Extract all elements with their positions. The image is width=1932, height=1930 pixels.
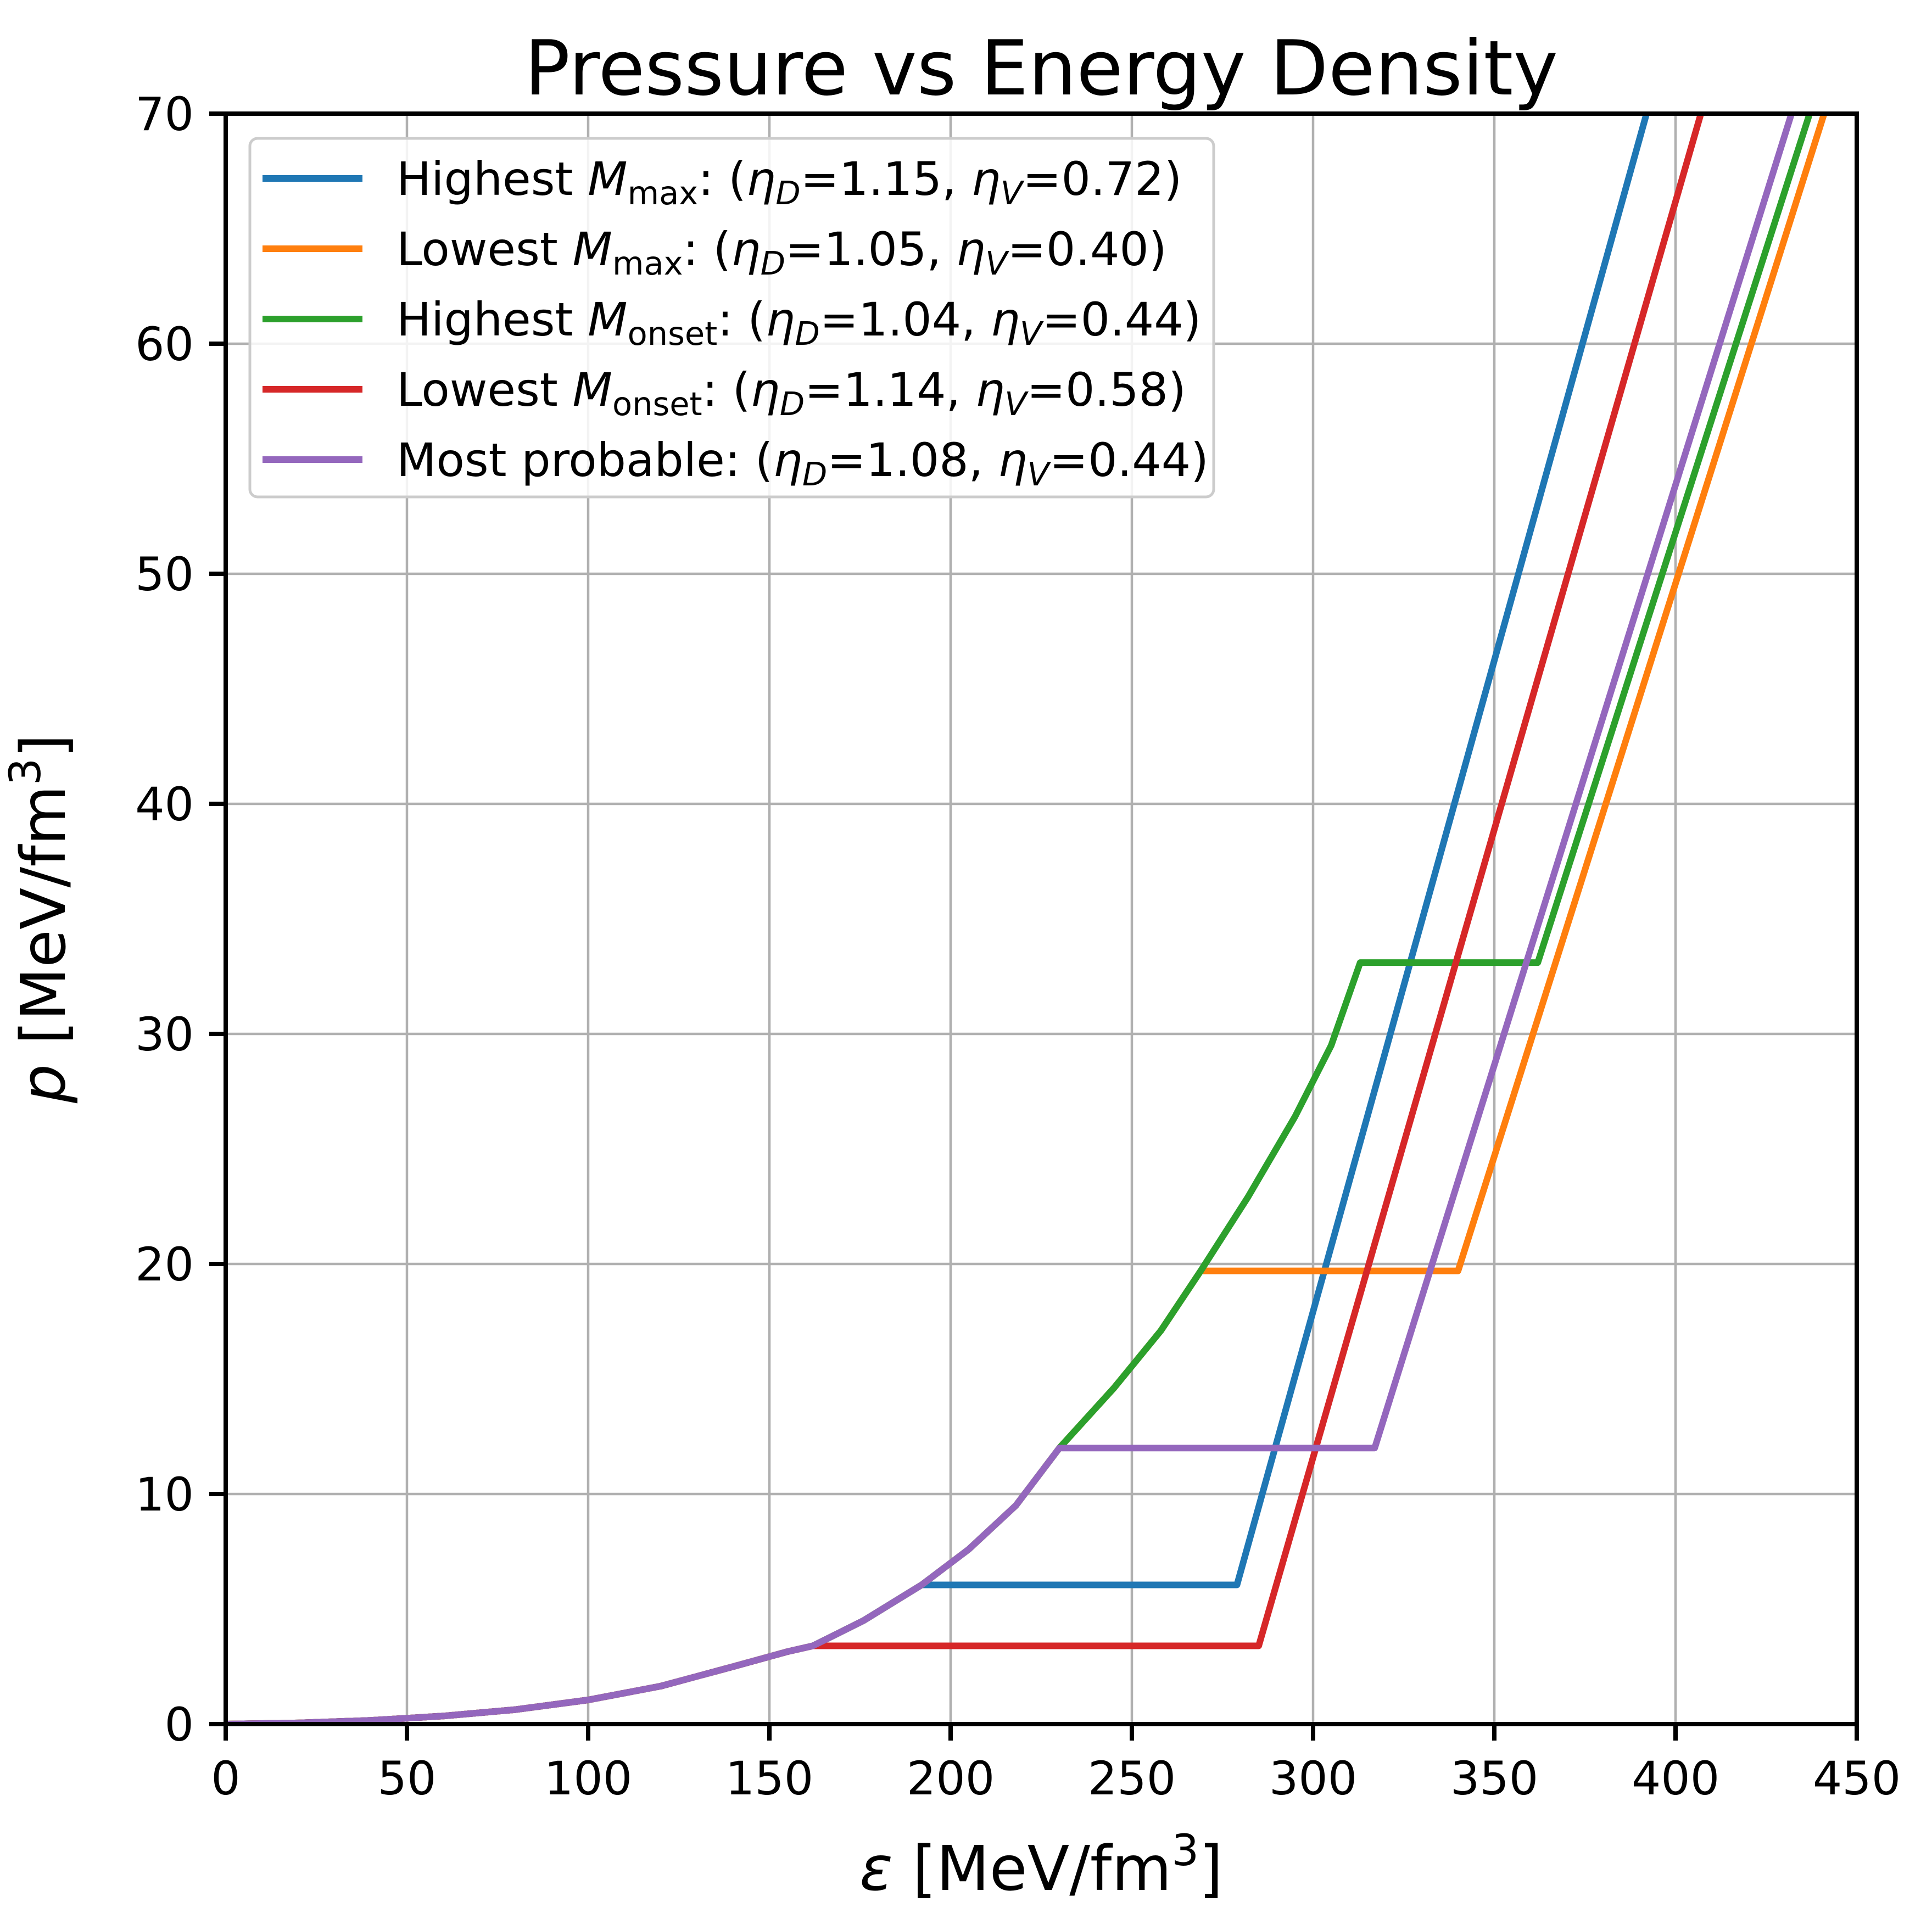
plot-border [224,111,1859,1726]
x-tick-label-300: 300 [1269,1752,1357,1805]
x-tick-label-400: 400 [1632,1752,1719,1805]
legend-label-lowest-mmax: Lowest Mmax: (ηD=1.05, ηV=0.40) [397,222,1167,282]
legend-entry-lowest-monset: Lowest Monset: (ηD=1.14, ηV=0.58) [263,363,1186,423]
x-tick-label-450: 450 [1813,1752,1901,1805]
y-axis-label: p [MeV/fm3] [1,734,80,1104]
y-tick-label-10: 10 [135,1468,194,1521]
x-tick-label-150: 150 [725,1752,813,1805]
legend-label-lowest-monset: Lowest Monset: (ηD=1.14, ηV=0.58) [397,363,1186,423]
legend-label-highest-mmax: Highest Mmax: (ηD=1.15, ηV=0.72) [397,152,1182,212]
y-tick-label-0: 0 [165,1698,194,1752]
x-axis-label: ε [MeV/fm3] [859,1826,1223,1905]
legend-entry-highest-mmax: Highest Mmax: (ηD=1.15, ηV=0.72) [263,152,1182,212]
curve-most-probable [226,114,1795,1724]
legend-entry-lowest-mmax: Lowest Mmax: (ηD=1.05, ηV=0.40) [263,222,1167,282]
data-curves [226,114,1828,1724]
legend-label-most-probable: Most probable: (ηD=1.08, ηV=0.44) [397,433,1209,493]
x-tick-label-350: 350 [1450,1752,1538,1805]
x-tick-label-0: 0 [211,1752,240,1805]
chart-title: Pressure vs Energy Density [524,24,1558,113]
x-tick-label-100: 100 [544,1752,632,1805]
x-axis-ticks: 0 50 100 150 200 250 300 350 400 450 [211,1724,1901,1805]
y-axis-ticks: 0 10 20 30 40 50 60 70 [135,87,226,1752]
y-tick-label-70: 70 [135,87,194,141]
y-tick-label-30: 30 [135,1008,194,1061]
legend: Highest Mmax: (ηD=1.15, ηV=0.72) Lowest M… [248,137,1215,499]
legend-label-highest-monset: Highest Monset: (ηD=1.04, ηV=0.44) [397,293,1201,353]
x-tick-label-200: 200 [907,1752,995,1805]
y-tick-label-40: 40 [135,777,194,831]
legend-entry-most-probable: Most probable: (ηD=1.08, ηV=0.44) [263,433,1209,493]
y-tick-label-20: 20 [135,1238,194,1291]
legend-entry-highest-monset: Highest Monset: (ηD=1.04, ηV=0.44) [263,293,1201,353]
x-tick-label-250: 250 [1088,1752,1176,1805]
legend-box [248,137,1215,499]
x-tick-label-50: 50 [378,1752,437,1805]
y-tick-label-60: 60 [135,317,194,371]
y-tick-label-50: 50 [135,547,194,601]
